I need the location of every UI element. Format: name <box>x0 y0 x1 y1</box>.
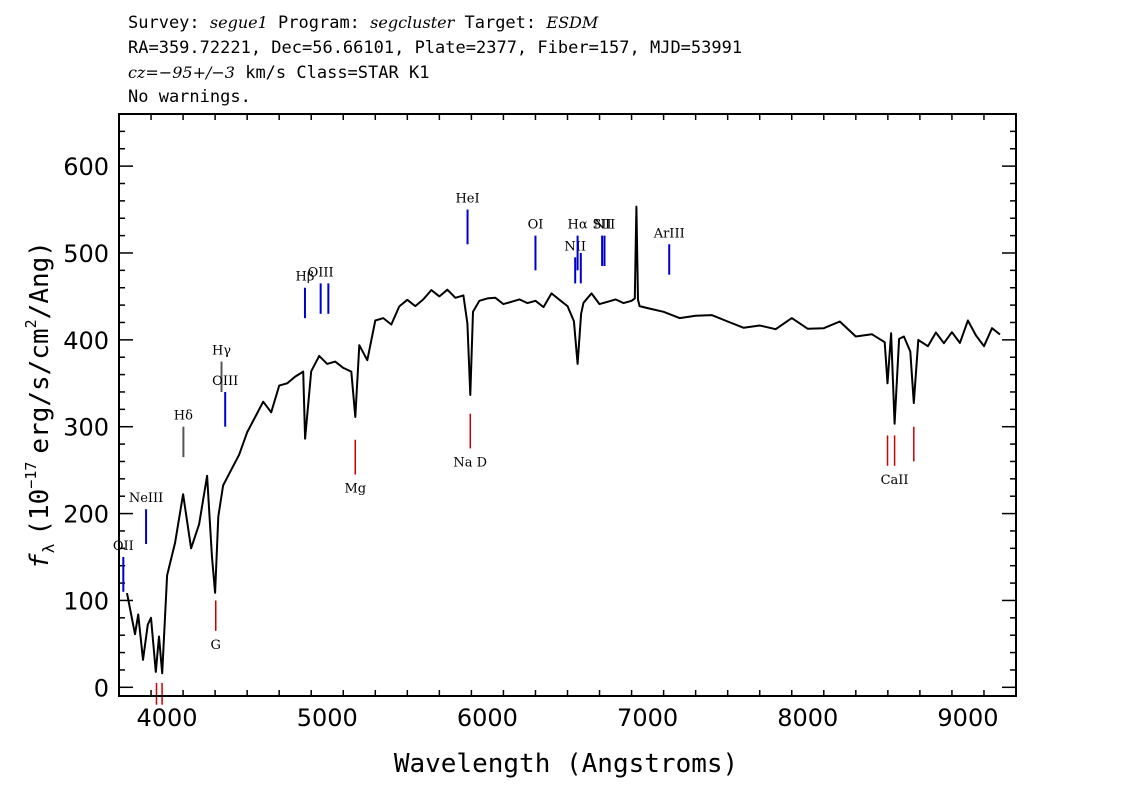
survey-value: segue1 <box>209 13 268 32</box>
x-tick-label: 4000 <box>137 704 198 732</box>
x-tick-label: 6000 <box>457 704 518 732</box>
emission-line-label: Hα <box>568 218 588 233</box>
absorption-line-label: G <box>211 638 221 653</box>
target-value: ESDM <box>546 13 599 32</box>
survey-label: Survey: <box>128 13 200 33</box>
x-tick-label: 7000 <box>617 704 678 732</box>
emission-line-label: OII <box>113 539 134 554</box>
absorption-line-label: Na D <box>453 455 487 470</box>
emission-line-label: NII <box>594 218 616 233</box>
y-axis-title-exp1: −17 <box>22 462 40 489</box>
y-tick-label: 100 <box>63 587 109 615</box>
emission-line-label: OI <box>528 218 544 233</box>
y-axis-title-part-a: (10 <box>25 489 55 536</box>
y-axis-title-exp2: 2 <box>22 319 40 328</box>
target-label: Target: <box>464 13 537 33</box>
y-tick-label: 200 <box>63 501 109 529</box>
emission-line-label: ArIII <box>653 226 685 241</box>
flux-series-line <box>126 205 1001 675</box>
emission-line-label: NeIII <box>129 491 163 506</box>
program-label: Program: <box>278 13 360 33</box>
plot-frame <box>118 113 1017 697</box>
cz-label: cz= <box>128 63 159 82</box>
y-axis-title-f: f <box>25 553 55 569</box>
y-axis-title: fλ (10−17 erg/s/cm2/Ang) <box>22 241 58 569</box>
emission-line-label: OIII <box>308 265 334 280</box>
warnings-text: No warnings. <box>128 87 251 107</box>
emission-line-label: SII <box>593 218 612 233</box>
x-tick-label: 5000 <box>297 704 358 732</box>
header-line-1: Survey: segue1 Program: segcluster Targe… <box>128 12 598 34</box>
x-axis-title: Wavelength (Angstroms) <box>394 749 738 779</box>
absorption-line-label: CaII <box>881 473 909 488</box>
cz-value: −95+/−3 <box>158 63 235 82</box>
y-tick-label: 500 <box>63 240 109 268</box>
header-line-2: RA=359.72221, Dec=56.66101, Plate=2377, … <box>128 38 743 58</box>
tick-layer: 4000 5000 6000 7000 8000 9000 0 100 200 300 400 500… <box>63 114 1017 732</box>
emission-line-label: OIII <box>212 374 238 389</box>
header-line-3: cz=−95+/−3 km/s Class=STAR K1 <box>128 62 429 84</box>
x-tick-label: 8000 <box>777 704 838 732</box>
y-tick-label: 600 <box>63 153 109 181</box>
y-axis-title-part-b: erg/s/cm <box>25 328 55 453</box>
x-tick-label: 9000 <box>937 704 998 732</box>
y-axis-title-part-c: /Ang) <box>25 241 55 319</box>
cz-units: km/s Class=STAR K1 <box>245 63 430 83</box>
y-tick-label: 400 <box>63 327 109 355</box>
y-tick-label: 300 <box>63 414 109 442</box>
absorption-line-label: Mg <box>344 481 366 496</box>
y-axis-title-sub: λ <box>39 543 58 553</box>
program-value: segcluster <box>370 13 455 32</box>
emission-line-label: Hγ <box>212 344 231 359</box>
emission-line-label: Hδ <box>174 409 193 424</box>
emission-line-label: HeI <box>455 192 479 207</box>
y-tick-label: 0 <box>94 674 109 702</box>
emission-line-label: Hβ <box>296 270 315 285</box>
emission-line-label: NII <box>564 239 586 254</box>
